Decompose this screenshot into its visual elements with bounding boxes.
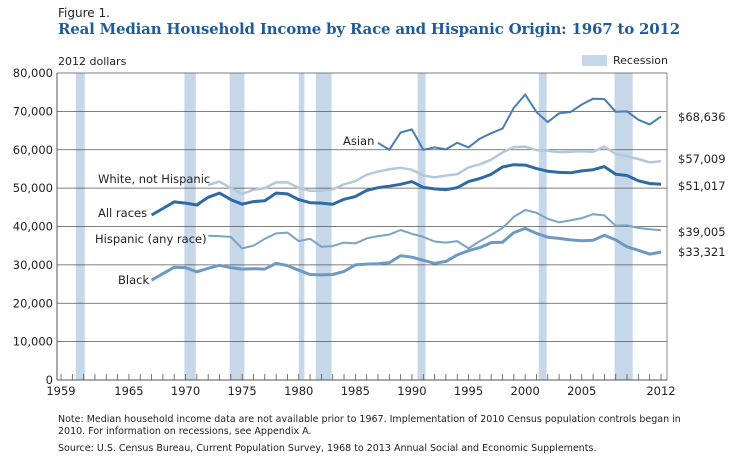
recession-swatch: [582, 55, 607, 66]
series-labels: Asian $68,636 White, not Hispanic $57,009 Al…: [95, 110, 726, 287]
series-line-black: [150, 226, 662, 282]
chart-source: Source: U.S. Census Bureau, Current Popu…: [58, 443, 597, 454]
y-tick-label: 80,000: [13, 66, 53, 80]
y-tick-label: 0: [46, 373, 53, 387]
x-tick-label: 1975: [227, 384, 256, 398]
series-lines: [150, 93, 662, 282]
x-tick-label: 1995: [454, 384, 483, 398]
series-label: Hispanic (any race): [95, 232, 207, 246]
y-tick-label: 30,000: [13, 258, 53, 272]
series-end-value: $39,005: [678, 225, 726, 239]
series-line-white-not-hispanic: [207, 145, 662, 196]
y-tick-label: 20,000: [13, 296, 53, 310]
x-tick-label: 2012: [646, 384, 675, 398]
x-tick-label: 1985: [341, 384, 370, 398]
x-tick-label: 1970: [171, 384, 200, 398]
series-line-asian: [377, 93, 662, 151]
series-label: Asian: [343, 134, 374, 148]
figure-label: Figure 1.: [58, 6, 110, 20]
gridlines: [57, 72, 667, 343]
x-tick-label: 2000: [511, 384, 540, 398]
x-tick-label: 1965: [114, 384, 143, 398]
y-tick-label: 60,000: [13, 143, 53, 157]
series-label: White, not Hispanic: [98, 172, 210, 186]
x-tick-label: 1990: [397, 384, 426, 398]
chart-note: Note: Median household income data are n…: [58, 414, 681, 437]
series-end-value: $57,009: [678, 152, 726, 166]
series-line-hispanic-any-race: [208, 209, 662, 250]
chart-plot: 0 10,000 20,000 30,000 40,000 50,000 60,000 70,…: [13, 66, 726, 398]
legend: Recession: [582, 54, 668, 67]
series-label: All races: [98, 206, 147, 220]
y-tick-label: 10,000: [13, 335, 53, 349]
chart-title: Real Median Household Income by Race and…: [58, 20, 680, 38]
series-label: Black: [118, 273, 149, 287]
y-tick-label: 70,000: [13, 104, 53, 118]
axes: 0 10,000 20,000 30,000 40,000 50,000 60,000 70,…: [13, 66, 676, 398]
y-axis-units-label: 2012 dollars: [58, 55, 127, 68]
y-tick-label: 40,000: [13, 220, 53, 234]
series-end-value: $33,321: [678, 245, 726, 259]
series-end-value: $68,636: [678, 110, 726, 124]
x-tick-label: 1980: [284, 384, 313, 398]
x-tick-label: 2005: [567, 384, 596, 398]
x-tick-label: 1959: [46, 384, 75, 398]
series-line-all-races: [150, 163, 662, 217]
y-tick-label: 50,000: [13, 181, 53, 195]
legend-recession-label: Recession: [613, 54, 668, 67]
series-end-value: $51,017: [678, 179, 726, 193]
